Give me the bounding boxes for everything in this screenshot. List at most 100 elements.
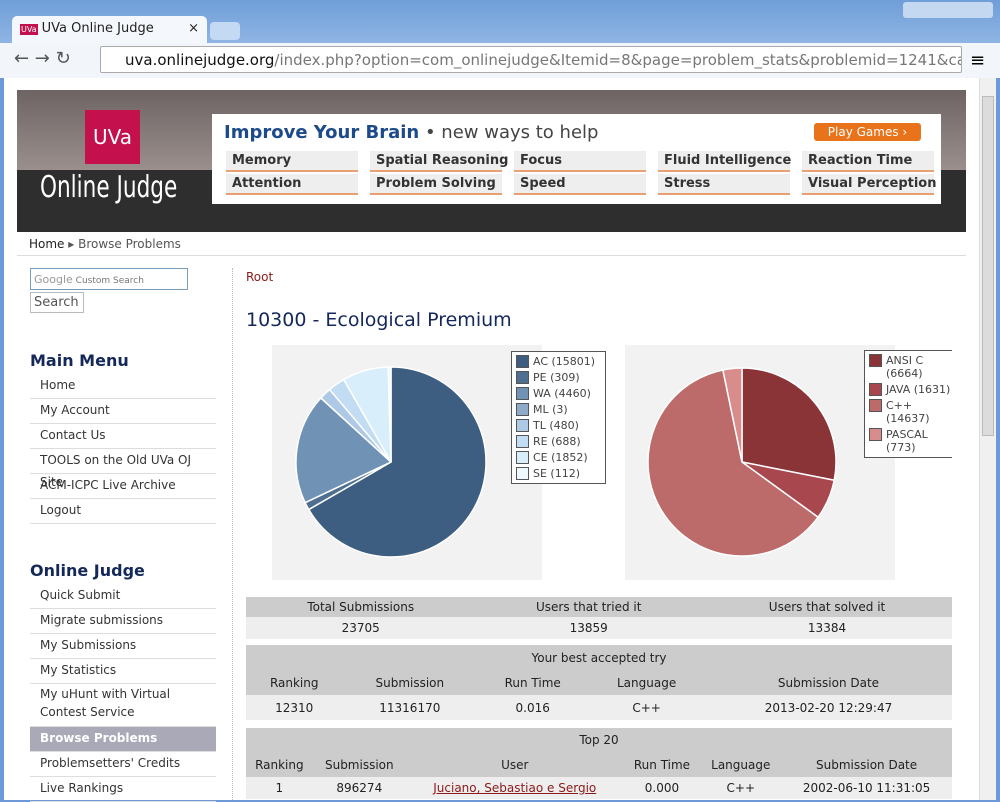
table-title: Top 20 (246, 728, 952, 752)
top20-table: Top 20 Ranking Submission User Run Time Langu… (246, 728, 952, 799)
cell: 12310 (246, 695, 343, 720)
column-header: Submission (342, 670, 478, 695)
ad-link[interactable]: Stress (658, 174, 790, 195)
menu-item[interactable]: Quick Submit (30, 584, 216, 609)
legend-swatch (869, 354, 882, 367)
url-path: /index.php?option=com_onlinejudge&Itemid… (274, 51, 962, 69)
ad-link[interactable]: Reaction Time (802, 151, 934, 172)
menu-item[interactable]: Migrate submissions (30, 609, 216, 634)
stats-table: Total Submissions Users that tried it User… (246, 597, 952, 639)
column-header: Users that tried it (475, 597, 703, 617)
menu-item[interactable]: Home (30, 374, 216, 399)
cell: 2002-06-10 11:31:05 (781, 777, 952, 799)
cell[interactable]: Juciano, Sebastiao e Sergio (405, 777, 624, 799)
legend-item: TL (480) (516, 419, 601, 432)
search-button[interactable]: Search (30, 292, 84, 313)
legend-item: ANSI C (6664) (869, 354, 952, 380)
column-header: Submission Date (781, 752, 952, 777)
legend-item: JAVA (1631) (869, 383, 952, 396)
ad[interactable]: Improve Your Brain • new ways to help Pl… (212, 114, 941, 204)
address-bar[interactable]: uva.onlinejudge.org/index.php?option=com… (100, 46, 962, 73)
legend-item: SE (112) (516, 467, 601, 480)
column-header: Ranking (246, 752, 313, 777)
window-controls[interactable] (903, 2, 993, 18)
legend-swatch (516, 371, 529, 384)
legend-item: WA (4460) (516, 387, 601, 400)
ad-link[interactable]: Speed (514, 174, 646, 195)
legend-swatch (516, 451, 529, 464)
pie-slice (647, 369, 820, 557)
cell: 13859 (475, 617, 703, 639)
legend: AC (15801) PE (309) WA (4460) ML (3) TL (480… (511, 351, 606, 484)
cell: 23705 (246, 617, 476, 639)
scrollbar[interactable] (979, 78, 996, 800)
legend-swatch (516, 355, 529, 368)
menu-item[interactable]: My uHunt with Virtual Contest Service (30, 684, 216, 727)
ad-link[interactable]: Attention (226, 174, 358, 195)
column-header: Total Submissions (246, 597, 476, 617)
root-link[interactable]: Root (246, 270, 274, 284)
cell: C++ (588, 695, 706, 720)
column-header: Ranking (246, 670, 343, 695)
menu-item[interactable]: ACM-ICPC Live Archive (30, 474, 216, 499)
tab[interactable]: UVa UVa Online Judge × (12, 16, 207, 43)
divider (232, 268, 233, 800)
legend-swatch (869, 399, 882, 412)
ad-title: Improve Your Brain (224, 122, 420, 143)
menu-title: Main Menu (30, 351, 129, 370)
legend-item: ML (3) (516, 403, 601, 416)
menu-item[interactable]: My Statistics (30, 659, 216, 684)
menu-item[interactable]: Logout (30, 499, 216, 524)
logo[interactable]: UVa (85, 110, 140, 164)
ad-link[interactable]: Spatial Reasoning (370, 151, 508, 172)
legend-item: AC (15801) (516, 355, 601, 368)
problem-title: 10300 - Ecological Premium (246, 309, 512, 331)
breadcrumb-item[interactable]: Home (29, 237, 65, 251)
ad-tagline: • new ways to help (424, 122, 599, 143)
column-header: Submission Date (705, 670, 952, 695)
menu-button[interactable]: ≡ (970, 50, 986, 71)
url-host: uva.onlinejudge.org (125, 51, 275, 69)
legend-label: TL (480) (533, 419, 579, 432)
legend-label: CE (1852) (533, 451, 588, 464)
nav-buttons[interactable]: ← → ↻ (14, 48, 71, 69)
column-header: Users that solved it (702, 597, 952, 617)
menu-item[interactable]: My Account (30, 399, 216, 424)
menu-item[interactable]: My Submissions (30, 634, 216, 659)
column-header: Language (700, 752, 782, 777)
pie-slice (307, 366, 487, 558)
cell: 11316170 (342, 695, 478, 720)
ad-link[interactable]: Fluid Intelligence (658, 151, 791, 172)
legend-item: RE (688) (516, 435, 601, 448)
cell: 0.000 (623, 777, 701, 799)
search-box[interactable]: Google Custom Search (30, 268, 188, 290)
column-header: User (405, 752, 624, 777)
cell: 2013-02-20 12:29:47 (705, 695, 952, 720)
legend-label: PASCAL (773) (886, 428, 928, 454)
pie-slice (721, 367, 743, 463)
legend-label: ANSI C (6664) (886, 354, 924, 380)
site-name: Online Judge (40, 170, 178, 205)
column-header: Run Time (477, 670, 589, 695)
menu-item[interactable]: Contact Us (30, 424, 216, 449)
menu-item[interactable]: Browse Problems (30, 727, 216, 752)
ad-button[interactable]: Play Games › (814, 123, 921, 141)
ad-link[interactable]: Memory (226, 151, 358, 172)
cell: 1 (246, 777, 313, 799)
new-tab[interactable] (210, 22, 240, 40)
menu-item[interactable]: TOOLS on the Old UVa OJ Site (30, 449, 216, 489)
legend-swatch (516, 467, 529, 480)
ad-link[interactable]: Focus (514, 151, 646, 172)
legend-swatch (516, 435, 529, 448)
best-try-table: Your best accepted try Ranking Submission R… (246, 645, 952, 720)
ad-link[interactable]: Visual Perception (802, 174, 936, 195)
cell: 13384 (702, 617, 952, 639)
ad-link[interactable]: Problem Solving (370, 174, 502, 195)
pie-slice (741, 367, 837, 482)
tab-title: UVa Online Judge (41, 21, 154, 36)
menu-item[interactable]: Problemsetters' Credits (30, 752, 216, 777)
legend-swatch (516, 419, 529, 432)
pie-slice (295, 396, 393, 504)
legend-item: PE (309) (516, 371, 601, 384)
pie-slice (387, 366, 392, 463)
